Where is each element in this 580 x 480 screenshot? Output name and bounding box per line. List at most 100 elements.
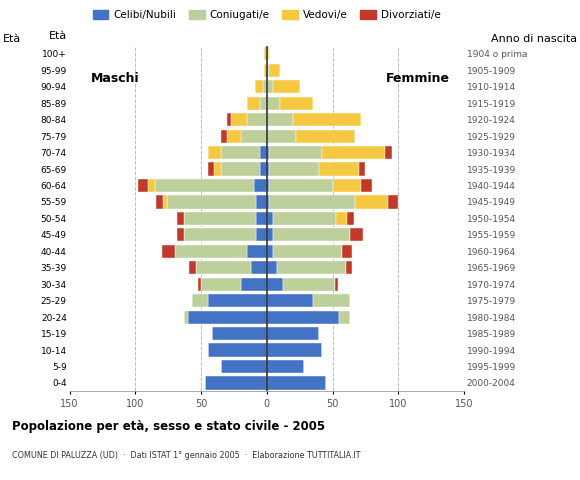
Bar xyxy=(267,261,277,275)
Bar xyxy=(350,228,362,241)
Text: Età: Età xyxy=(49,31,67,41)
Bar xyxy=(264,64,267,77)
Bar xyxy=(270,195,355,208)
Bar xyxy=(270,162,320,176)
Bar xyxy=(346,261,352,275)
Bar xyxy=(270,64,280,77)
Bar xyxy=(388,195,398,208)
Bar xyxy=(177,212,184,225)
Bar xyxy=(155,179,253,192)
Bar xyxy=(255,80,263,93)
Bar xyxy=(201,277,241,291)
Bar xyxy=(270,179,332,192)
Bar xyxy=(282,277,335,291)
Bar xyxy=(361,179,372,192)
Bar xyxy=(260,162,267,176)
Bar xyxy=(332,179,361,192)
Bar xyxy=(267,47,270,60)
Bar xyxy=(221,130,227,143)
Bar xyxy=(241,130,267,143)
Bar xyxy=(208,146,221,159)
Bar xyxy=(227,113,231,126)
Bar xyxy=(175,245,247,258)
Bar xyxy=(163,195,167,208)
Bar xyxy=(273,228,350,241)
Bar xyxy=(184,212,256,225)
Bar xyxy=(267,311,339,324)
Bar xyxy=(253,179,267,192)
Bar xyxy=(280,96,313,110)
Bar xyxy=(385,146,392,159)
Bar xyxy=(157,195,163,208)
Bar xyxy=(241,277,267,291)
Bar xyxy=(273,80,300,93)
Bar xyxy=(347,212,354,225)
Bar xyxy=(221,146,260,159)
Bar xyxy=(247,96,260,110)
Bar xyxy=(208,162,214,176)
Bar xyxy=(198,277,201,291)
Bar xyxy=(264,47,267,60)
Bar xyxy=(212,327,267,340)
Bar xyxy=(231,113,247,126)
Bar xyxy=(205,376,267,390)
Bar xyxy=(256,228,267,241)
Bar xyxy=(273,245,342,258)
Bar xyxy=(359,162,365,176)
Bar xyxy=(320,162,359,176)
Bar xyxy=(267,96,280,110)
Bar xyxy=(208,294,267,307)
Text: Anno di nascita: Anno di nascita xyxy=(491,34,577,44)
Bar xyxy=(267,376,326,390)
Bar xyxy=(267,245,273,258)
Bar xyxy=(336,212,347,225)
Bar xyxy=(192,294,208,307)
Bar xyxy=(247,113,267,126)
Bar xyxy=(313,294,350,307)
Bar xyxy=(256,195,267,208)
Bar xyxy=(267,228,273,241)
Bar xyxy=(162,245,175,258)
Bar xyxy=(247,245,267,258)
Bar xyxy=(184,311,188,324)
Bar xyxy=(267,212,273,225)
Bar xyxy=(221,162,260,176)
Bar xyxy=(208,344,267,357)
Bar xyxy=(267,113,293,126)
Bar xyxy=(138,179,148,192)
Bar xyxy=(267,195,270,208)
Bar xyxy=(267,162,270,176)
Bar xyxy=(188,311,267,324)
Bar xyxy=(167,195,256,208)
Bar xyxy=(148,179,155,192)
Bar xyxy=(251,261,267,275)
Bar xyxy=(335,277,338,291)
Bar xyxy=(177,228,184,241)
Bar xyxy=(214,162,221,176)
Text: Maschi: Maschi xyxy=(91,72,140,85)
Bar xyxy=(267,80,273,93)
Text: Femmine: Femmine xyxy=(386,72,450,85)
Bar xyxy=(296,130,355,143)
Bar xyxy=(322,146,385,159)
Bar xyxy=(263,80,267,93)
Text: Età: Età xyxy=(3,34,21,44)
Bar xyxy=(267,64,270,77)
Bar xyxy=(184,228,256,241)
Bar xyxy=(267,344,322,357)
Bar xyxy=(189,261,196,275)
Bar xyxy=(267,327,320,340)
Bar xyxy=(267,130,296,143)
Bar xyxy=(221,360,267,373)
Text: COMUNE DI PALUZZA (UD)  ·  Dati ISTAT 1° gennaio 2005  ·  Elaborazione TUTTITALI: COMUNE DI PALUZZA (UD) · Dati ISTAT 1° g… xyxy=(12,451,360,460)
Bar xyxy=(270,146,322,159)
Bar xyxy=(196,261,251,275)
Bar xyxy=(267,360,303,373)
Bar xyxy=(273,212,336,225)
Bar xyxy=(260,96,267,110)
Bar xyxy=(342,245,352,258)
Bar xyxy=(227,130,241,143)
Bar xyxy=(267,146,270,159)
Bar xyxy=(267,277,282,291)
Legend: Celibi/Nubili, Coniugati/e, Vedovi/e, Divorziati/e: Celibi/Nubili, Coniugati/e, Vedovi/e, Di… xyxy=(89,6,445,24)
